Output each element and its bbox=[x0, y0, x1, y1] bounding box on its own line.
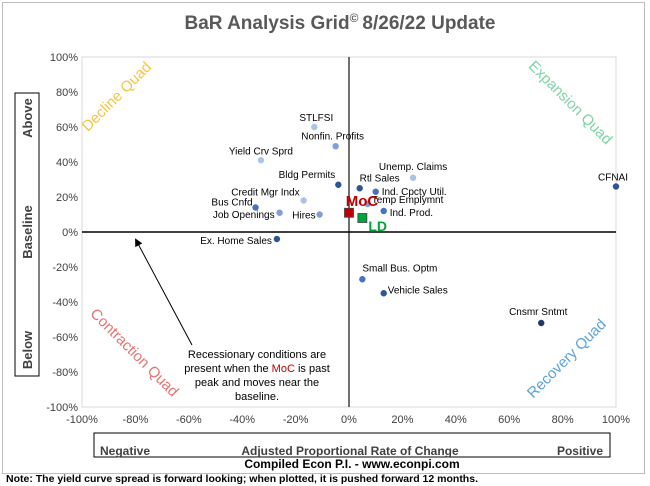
annotation-line-2: present when the MoC is past bbox=[184, 363, 330, 375]
data-point bbox=[332, 143, 339, 150]
y-axis-below-label: Below bbox=[20, 330, 35, 369]
y-tick-label: -40% bbox=[52, 297, 78, 309]
y-tick-label: -80% bbox=[52, 367, 78, 379]
data-point bbox=[316, 211, 323, 218]
x-tick-label: 0% bbox=[341, 414, 357, 426]
x-tick-label: 40% bbox=[445, 414, 467, 426]
data-point-label: Bldg Permits bbox=[279, 170, 336, 181]
data-point bbox=[311, 123, 318, 131]
y-tick-label: 80% bbox=[56, 87, 78, 99]
y-tick-label: 0% bbox=[62, 227, 78, 239]
annotation-line-3: peak and moves near the bbox=[195, 377, 319, 389]
data-point bbox=[364, 200, 371, 208]
data-point bbox=[335, 181, 342, 188]
data-point-label: Unemp. Claims bbox=[379, 162, 447, 173]
footnote: Note: The yield curve spread is forward … bbox=[6, 473, 478, 485]
data-point-label: Vehicle Sales bbox=[388, 285, 448, 296]
data-point-label: CFNAI bbox=[598, 173, 628, 184]
marker-label-ld: LD bbox=[368, 218, 387, 234]
x-axis-title: Adjusted Proportional Rate of Change bbox=[241, 444, 459, 458]
y-axis-label-box bbox=[14, 92, 40, 377]
data-point bbox=[257, 157, 265, 164]
y-axis-above-label: Above bbox=[20, 98, 35, 138]
x-tick-label: 80% bbox=[552, 414, 574, 426]
data-point bbox=[372, 188, 379, 195]
annotation-arrow bbox=[135, 238, 193, 346]
data-point-label: STLFSI bbox=[299, 113, 333, 124]
data-point-label: Nonfin. Profits bbox=[301, 131, 364, 142]
x-tick-label: 60% bbox=[498, 414, 520, 426]
x-tick-label: -20% bbox=[283, 414, 309, 426]
data-points: STLFSI Nonfin. Profits Yield Crv Sprd Unemp… bbox=[200, 113, 628, 327]
x-tick-label: 20% bbox=[391, 414, 413, 426]
annotation-line-4: baseline. bbox=[235, 391, 279, 403]
data-point bbox=[359, 276, 366, 283]
data-point-label: Ex. Home Sales bbox=[200, 236, 272, 247]
marker-label-moc: MoC bbox=[346, 193, 379, 210]
data-point bbox=[273, 235, 281, 243]
data-point bbox=[356, 185, 363, 192]
data-point-label: Credit Mgr Indx bbox=[231, 188, 299, 199]
quadrant-decline-label: Decline Quad bbox=[79, 59, 155, 135]
quadrant-recovery-label: Recovery Quad bbox=[524, 316, 610, 402]
x-tick-label: -100% bbox=[66, 414, 98, 426]
marker-moc bbox=[344, 207, 354, 218]
data-point bbox=[538, 319, 545, 327]
y-tick-label: -20% bbox=[52, 262, 78, 274]
data-point bbox=[252, 204, 259, 211]
y-tick-label: -60% bbox=[52, 332, 78, 344]
data-point bbox=[380, 207, 387, 215]
data-point bbox=[276, 209, 283, 216]
data-point-label: Hires bbox=[292, 211, 315, 222]
chart-title: BaR Analysis Grid© 8/26/22 Update bbox=[185, 11, 496, 34]
x-tick-label: -40% bbox=[229, 414, 255, 426]
x-axis-positive-label: Positive bbox=[557, 444, 603, 458]
data-point bbox=[380, 290, 387, 297]
x-tick-labels: -100% -80% -60% -40% -20% 0% 20% 40% 60% 80% 100% bbox=[66, 414, 630, 426]
x-axis-negative-label: Negative bbox=[100, 444, 150, 458]
data-point-label: Ind. Prod. bbox=[390, 208, 433, 219]
data-point-label: Rtl Sales bbox=[360, 173, 400, 184]
x-tick-label: 100% bbox=[602, 414, 630, 426]
annotation-line-1: Recessionary conditions are bbox=[188, 349, 326, 361]
y-axis-baseline-label: Baseline bbox=[20, 205, 35, 258]
marker-ld bbox=[357, 213, 368, 223]
data-point-label: Cnsmr Sntmt bbox=[509, 307, 568, 318]
data-point-label: Yield Crv Sprd bbox=[229, 146, 293, 157]
x-tick-label: -80% bbox=[123, 414, 149, 426]
x-tick-label: -60% bbox=[176, 414, 202, 426]
y-tick-label: 40% bbox=[56, 157, 78, 169]
quadrant-contraction-label: Contraction Quad bbox=[87, 305, 182, 400]
data-point bbox=[409, 174, 417, 181]
y-tick-label: -100% bbox=[46, 402, 78, 414]
data-point-label: Temp Emplymnt bbox=[372, 195, 444, 206]
y-tick-label: 20% bbox=[56, 192, 78, 204]
quadrant-expansion-label: Expansion Quad bbox=[525, 58, 615, 148]
annotation-text: Recessionary conditions are present when… bbox=[184, 349, 330, 403]
data-point-label: Ind. Cpcty Util. bbox=[382, 187, 447, 198]
x-axis-label-box bbox=[93, 432, 611, 458]
moc-ld-markers: MoC LD bbox=[344, 193, 387, 234]
y-tick-label: 60% bbox=[56, 122, 78, 134]
data-point-label: Small Bus. Optm bbox=[362, 263, 437, 274]
y-tick-labels: 100% 80% 60% 40% 20% 0% -20% -40% -60% -80% -100% bbox=[46, 52, 78, 414]
credit-line: Compiled Econ P.I. - www.econpi.com bbox=[244, 457, 459, 471]
data-point-label: Bus Cnfd bbox=[211, 198, 252, 209]
y-tick-label: 100% bbox=[50, 52, 78, 64]
data-point bbox=[612, 183, 620, 190]
data-point bbox=[300, 197, 307, 204]
chart-frame bbox=[2, 2, 645, 474]
data-point-label: Job Openings bbox=[213, 210, 275, 221]
